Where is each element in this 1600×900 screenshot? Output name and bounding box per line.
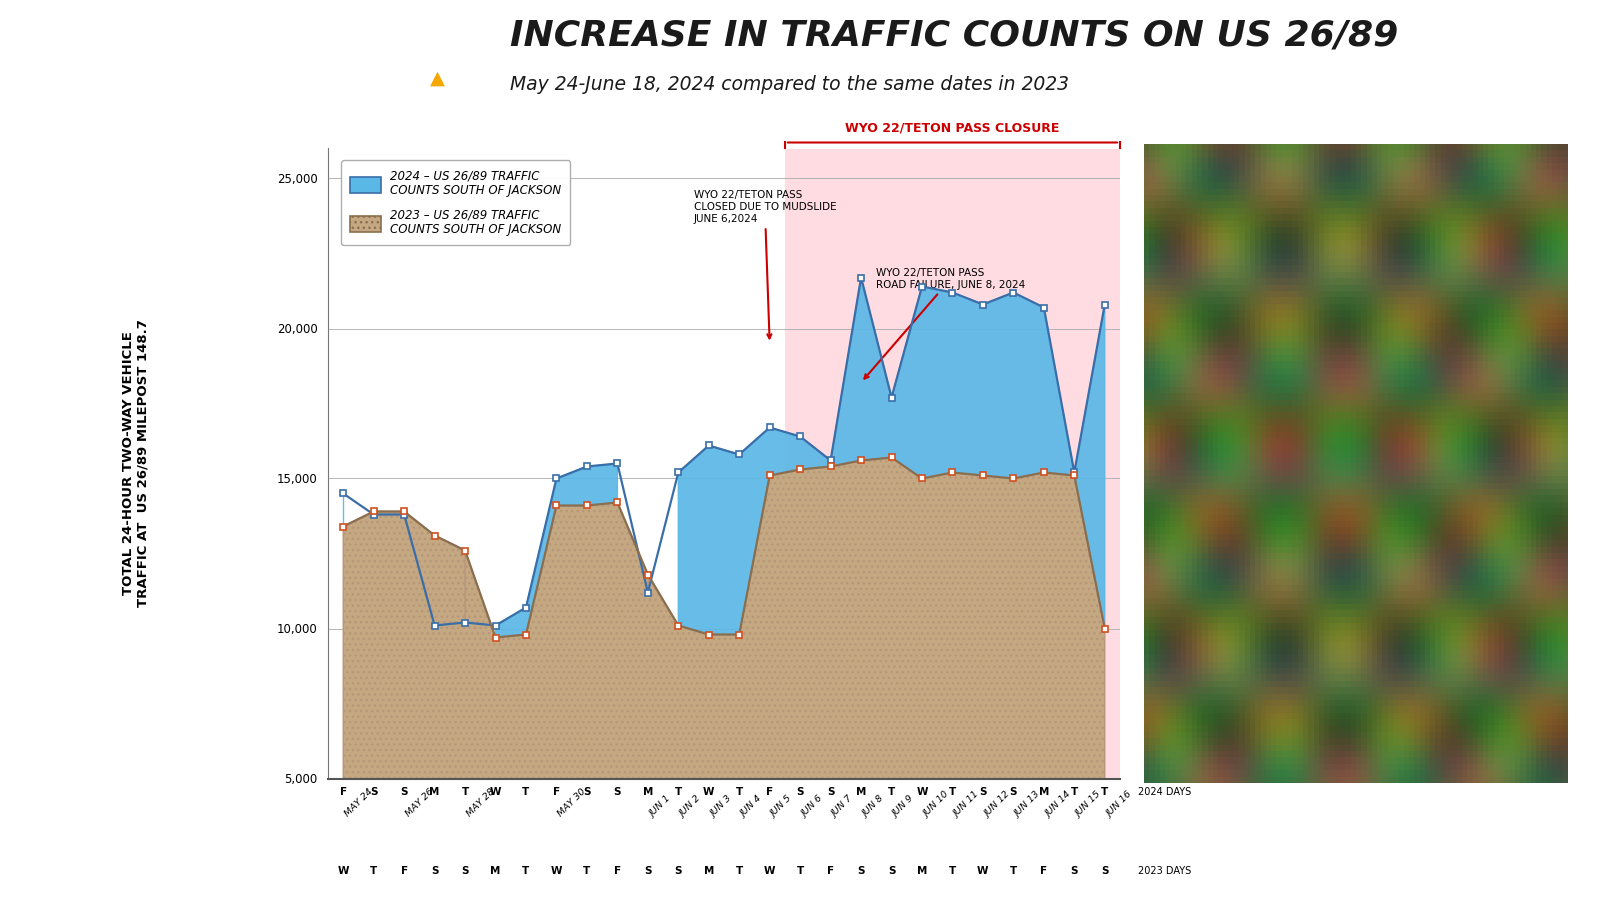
Text: T: T <box>522 787 530 796</box>
Text: S: S <box>1070 866 1078 876</box>
Text: T: T <box>949 787 957 796</box>
Text: JUN 16: JUN 16 <box>1104 790 1134 819</box>
Text: JUN 1: JUN 1 <box>648 794 672 819</box>
Text: S: S <box>858 866 866 876</box>
Text: MAY 26: MAY 26 <box>405 788 435 819</box>
Text: W: W <box>338 866 349 876</box>
Text: S: S <box>400 787 408 796</box>
Text: W: W <box>978 866 989 876</box>
Text: T: T <box>797 866 803 876</box>
Text: M: M <box>704 866 714 876</box>
Text: T: T <box>736 866 742 876</box>
Text: T: T <box>370 866 378 876</box>
Text: JUN 8: JUN 8 <box>861 794 886 819</box>
Text: F: F <box>1040 866 1048 876</box>
Text: MAY 30: MAY 30 <box>557 788 587 819</box>
Text: S: S <box>1010 787 1018 796</box>
Text: DEPARTMENT: DEPARTMENT <box>306 58 374 68</box>
Text: M: M <box>490 866 501 876</box>
Text: T: T <box>1101 787 1109 796</box>
Text: W: W <box>917 787 928 796</box>
Text: S: S <box>797 787 803 796</box>
Text: S: S <box>1101 866 1109 876</box>
Text: S: S <box>827 787 834 796</box>
Text: May 24-June 18, 2024 compared to the same dates in 2023: May 24-June 18, 2024 compared to the sam… <box>510 76 1069 94</box>
Text: JUN 7: JUN 7 <box>830 794 856 819</box>
Text: F: F <box>339 787 347 796</box>
Text: F: F <box>827 866 834 876</box>
Text: JUN 2: JUN 2 <box>678 794 702 819</box>
Text: JUN 5: JUN 5 <box>770 794 794 819</box>
Text: JUN 9: JUN 9 <box>891 794 917 819</box>
Text: T: T <box>949 866 957 876</box>
Text: S: S <box>888 866 896 876</box>
Text: JUN 11: JUN 11 <box>952 790 981 819</box>
Text: M: M <box>1038 787 1050 796</box>
Text: T: T <box>584 866 590 876</box>
Text: T: T <box>522 866 530 876</box>
Text: T: T <box>675 787 682 796</box>
Text: S: S <box>582 787 590 796</box>
Text: W: W <box>490 787 501 796</box>
Legend: 2024 – US 26/89 TRAFFIC
COUNTS SOUTH OF JACKSON, 2023 – US 26/89 TRAFFIC
COUNTS : 2024 – US 26/89 TRAFFIC COUNTS SOUTH OF … <box>341 160 570 245</box>
Text: 2023 DAYS: 2023 DAYS <box>1138 866 1192 876</box>
Text: JUN 6: JUN 6 <box>800 794 826 819</box>
Text: TOTAL 24-HOUR TWO-WAY VEHICLE
TRAFFIC AT  US 26/89 MILEPOST 148.7: TOTAL 24-HOUR TWO-WAY VEHICLE TRAFFIC AT… <box>122 320 150 608</box>
Text: JUN 4: JUN 4 <box>739 794 763 819</box>
Text: M: M <box>429 787 440 796</box>
Text: S: S <box>430 866 438 876</box>
Text: S: S <box>461 866 469 876</box>
Text: F: F <box>766 787 773 796</box>
Text: S: S <box>675 866 682 876</box>
Text: WYO 22/TETON PASS
ROAD FAILURE, JUNE 8, 2024: WYO 22/TETON PASS ROAD FAILURE, JUNE 8, … <box>864 268 1026 379</box>
Text: INCREASE IN TRAFFIC COUNTS ON US 26/89: INCREASE IN TRAFFIC COUNTS ON US 26/89 <box>510 18 1398 52</box>
Text: F: F <box>554 787 560 796</box>
Text: T: T <box>1070 787 1078 796</box>
Text: ▲: ▲ <box>430 68 445 87</box>
Text: S: S <box>645 866 651 876</box>
Text: JUN 10: JUN 10 <box>922 790 950 819</box>
Text: S: S <box>979 787 987 796</box>
Text: WYO 22/TETON PASS
CLOSED DUE TO MUDSLIDE
JUNE 6,2024: WYO 22/TETON PASS CLOSED DUE TO MUDSLIDE… <box>693 190 837 338</box>
Text: S: S <box>370 787 378 796</box>
Text: WYO 22/TETON PASS CLOSURE: WYO 22/TETON PASS CLOSURE <box>845 122 1059 134</box>
Text: MAY 24: MAY 24 <box>344 788 374 819</box>
Text: JUN 13: JUN 13 <box>1013 790 1042 819</box>
Text: T: T <box>736 787 742 796</box>
Text: F: F <box>614 866 621 876</box>
Text: W: W <box>702 787 715 796</box>
Text: JUN 3: JUN 3 <box>709 794 733 819</box>
Text: T: T <box>888 787 894 796</box>
Text: M: M <box>917 866 926 876</box>
Text: OF TRANSPORTATION: OF TRANSPORTATION <box>294 77 384 86</box>
Text: M: M <box>856 787 866 796</box>
Text: MAY 28: MAY 28 <box>466 788 496 819</box>
Text: JUN 14: JUN 14 <box>1043 790 1072 819</box>
Text: S: S <box>614 787 621 796</box>
Text: M: M <box>643 787 653 796</box>
Bar <box>786 148 1120 778</box>
Text: JUN 15: JUN 15 <box>1074 790 1104 819</box>
Text: JUN 12: JUN 12 <box>982 790 1011 819</box>
Text: W: W <box>763 866 776 876</box>
Text: WYOMING: WYOMING <box>280 27 398 47</box>
Text: T: T <box>461 787 469 796</box>
Text: 2024 DAYS: 2024 DAYS <box>1138 787 1192 796</box>
Text: T: T <box>1010 866 1018 876</box>
Text: W: W <box>550 866 562 876</box>
Text: F: F <box>400 866 408 876</box>
